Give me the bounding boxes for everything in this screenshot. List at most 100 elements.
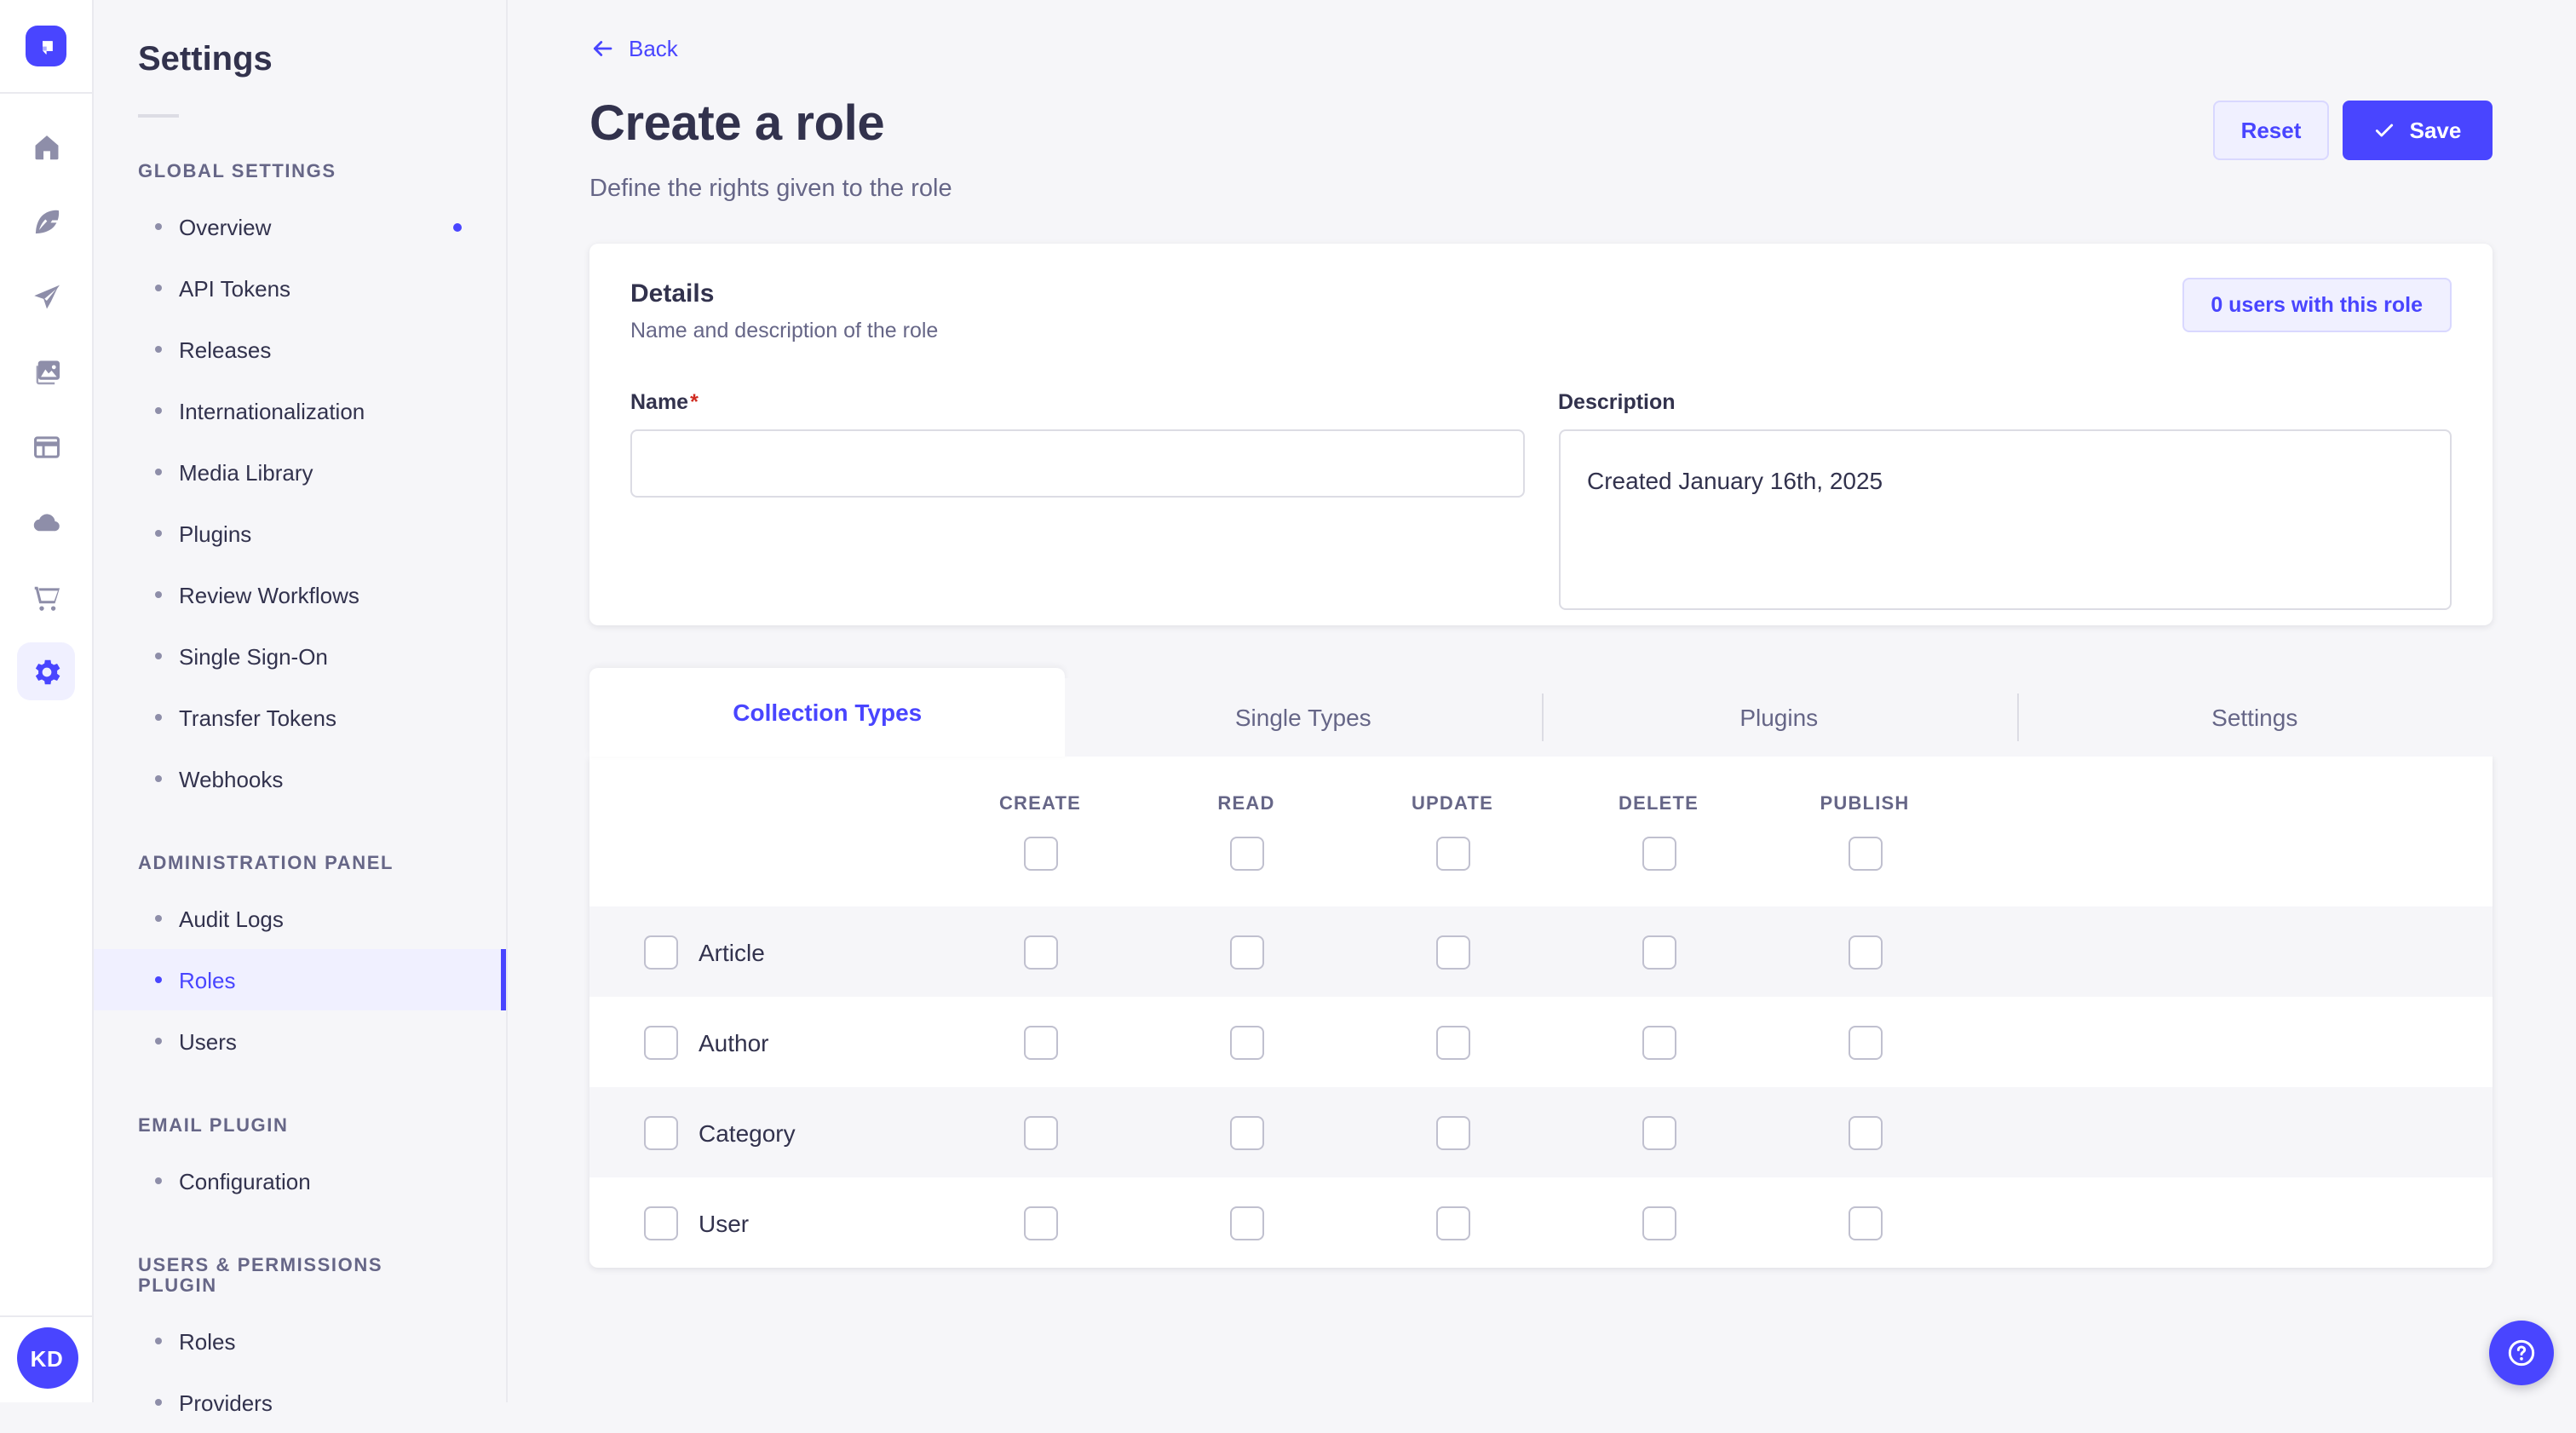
- cell-article-update: [1349, 935, 1555, 969]
- sidebar-item-providers[interactable]: Providers: [94, 1372, 506, 1433]
- read-checkbox[interactable]: [1229, 1115, 1263, 1149]
- page-title: Create a role: [589, 97, 885, 152]
- reset-button[interactable]: Reset: [2213, 101, 2329, 160]
- tab-collection-types[interactable]: Collection Types: [589, 668, 1066, 757]
- row-select-checkbox[interactable]: [644, 1025, 678, 1059]
- row-select-checkbox[interactable]: [644, 935, 678, 969]
- select-all-update-checkbox[interactable]: [1435, 836, 1469, 870]
- sidebar-item-media-library[interactable]: Media Library: [94, 441, 506, 503]
- name-field-group: Name *: [630, 390, 1524, 619]
- permissions-tabs: Collection Types Single Types Plugins Setti…: [589, 668, 2493, 757]
- bullet-dot: [155, 469, 162, 475]
- description-textarea[interactable]: Created January 16th, 2025: [1558, 429, 2452, 610]
- publish-checkbox[interactable]: [1848, 935, 1882, 969]
- update-checkbox[interactable]: [1435, 935, 1469, 969]
- delete-checkbox[interactable]: [1642, 935, 1676, 969]
- name-label: Name *: [630, 390, 699, 414]
- delete-checkbox[interactable]: [1642, 1115, 1676, 1149]
- column-header-label: DELETE: [1619, 793, 1699, 814]
- row-select-checkbox[interactable]: [644, 1115, 678, 1149]
- strapi-logo[interactable]: [26, 26, 66, 66]
- sidebar-item-api-tokens[interactable]: API Tokens: [94, 257, 506, 319]
- bullet-dot: [155, 285, 162, 291]
- sidebar-item-webhooks[interactable]: Webhooks: [94, 748, 506, 809]
- sidebar-item-review-workflows[interactable]: Review Workflows: [94, 564, 506, 625]
- sidebar-item-roles[interactable]: Roles: [94, 1310, 506, 1372]
- select-all-publish-checkbox[interactable]: [1848, 836, 1882, 870]
- read-checkbox[interactable]: [1229, 935, 1263, 969]
- description-label: Description: [1558, 390, 1676, 414]
- table-row-category: Category: [589, 1087, 2493, 1177]
- publish-checkbox[interactable]: [1848, 1025, 1882, 1059]
- settings-nav-title: Settings: [138, 41, 273, 78]
- divider: [138, 114, 179, 118]
- delete-checkbox[interactable]: [1642, 1025, 1676, 1059]
- bullet-dot: [155, 714, 162, 721]
- app-icon-list: [17, 118, 75, 700]
- header-col-delete: DELETE: [1555, 793, 1762, 870]
- sidebar-item-label: Webhooks: [179, 766, 284, 791]
- publish-checkbox[interactable]: [1848, 1115, 1882, 1149]
- sidebar-item-plugins[interactable]: Plugins: [94, 503, 506, 564]
- select-all-delete-checkbox[interactable]: [1642, 836, 1676, 870]
- help-button[interactable]: [2489, 1321, 2554, 1385]
- create-checkbox[interactable]: [1023, 935, 1057, 969]
- name-input[interactable]: [630, 429, 1524, 498]
- create-checkbox[interactable]: [1023, 1206, 1057, 1240]
- tab-plugins[interactable]: Plugins: [1541, 678, 2017, 757]
- column-header-label: CREATE: [998, 793, 1081, 814]
- sidebar-item-label: Audit Logs: [179, 906, 284, 931]
- save-button[interactable]: Save: [2343, 101, 2493, 160]
- bullet-dot: [155, 530, 162, 537]
- layout-icon[interactable]: [17, 417, 75, 475]
- read-checkbox[interactable]: [1229, 1206, 1263, 1240]
- notification-dot: [453, 222, 462, 231]
- publish-checkbox[interactable]: [1848, 1206, 1882, 1240]
- cell-user-read: [1143, 1206, 1349, 1240]
- sidebar-item-audit-logs[interactable]: Audit Logs: [94, 888, 506, 949]
- sidebar-item-users[interactable]: Users: [94, 1010, 506, 1072]
- select-all-read-checkbox[interactable]: [1229, 836, 1263, 870]
- settings-icon[interactable]: [17, 642, 75, 700]
- create-checkbox[interactable]: [1023, 1115, 1057, 1149]
- sidebar-item-configuration[interactable]: Configuration: [94, 1150, 506, 1211]
- read-checkbox[interactable]: [1229, 1025, 1263, 1059]
- app-sidebar: KD: [0, 0, 94, 1402]
- tab-settings[interactable]: Settings: [2016, 678, 2493, 757]
- bullet-dot: [155, 1177, 162, 1184]
- avatar[interactable]: KD: [16, 1327, 78, 1389]
- sidebar-item-label: Internationalization: [179, 398, 365, 423]
- question-mark-icon: [2508, 1339, 2535, 1367]
- update-checkbox[interactable]: [1435, 1025, 1469, 1059]
- details-fields: Name * Description Created January 16th, …: [630, 390, 2452, 619]
- row-select-checkbox[interactable]: [644, 1206, 678, 1240]
- select-all-create-checkbox[interactable]: [1023, 836, 1057, 870]
- row-label: Category: [699, 1119, 796, 1146]
- users-with-role-badge[interactable]: 0 users with this role: [2182, 278, 2452, 332]
- update-checkbox[interactable]: [1435, 1206, 1469, 1240]
- sidebar-item-single-sign-on[interactable]: Single Sign-On: [94, 625, 506, 687]
- sidebar-item-label: Releases: [179, 337, 272, 362]
- home-icon[interactable]: [17, 118, 75, 176]
- update-checkbox[interactable]: [1435, 1115, 1469, 1149]
- cell-category-read: [1143, 1115, 1349, 1149]
- cart-icon[interactable]: [17, 567, 75, 625]
- bullet-dot: [155, 976, 162, 983]
- cloud-icon[interactable]: [17, 492, 75, 550]
- details-title: Details: [630, 279, 715, 308]
- cell-author-update: [1349, 1025, 1555, 1059]
- media-icon[interactable]: [17, 342, 75, 400]
- sidebar-item-roles[interactable]: Roles: [94, 949, 506, 1010]
- back-link[interactable]: Back: [589, 36, 678, 61]
- sidebar-item-overview[interactable]: Overview: [94, 196, 506, 257]
- sidebar-item-internationalization[interactable]: Internationalization: [94, 380, 506, 441]
- sidebar-item-releases[interactable]: Releases: [94, 319, 506, 380]
- cell-author-delete: [1555, 1025, 1762, 1059]
- sidebar-item-transfer-tokens[interactable]: Transfer Tokens: [94, 687, 506, 748]
- tab-single-types[interactable]: Single Types: [1065, 678, 1541, 757]
- cell-user-create: [937, 1206, 1143, 1240]
- feather-icon[interactable]: [17, 193, 75, 250]
- send-icon[interactable]: [17, 268, 75, 325]
- create-checkbox[interactable]: [1023, 1025, 1057, 1059]
- delete-checkbox[interactable]: [1642, 1206, 1676, 1240]
